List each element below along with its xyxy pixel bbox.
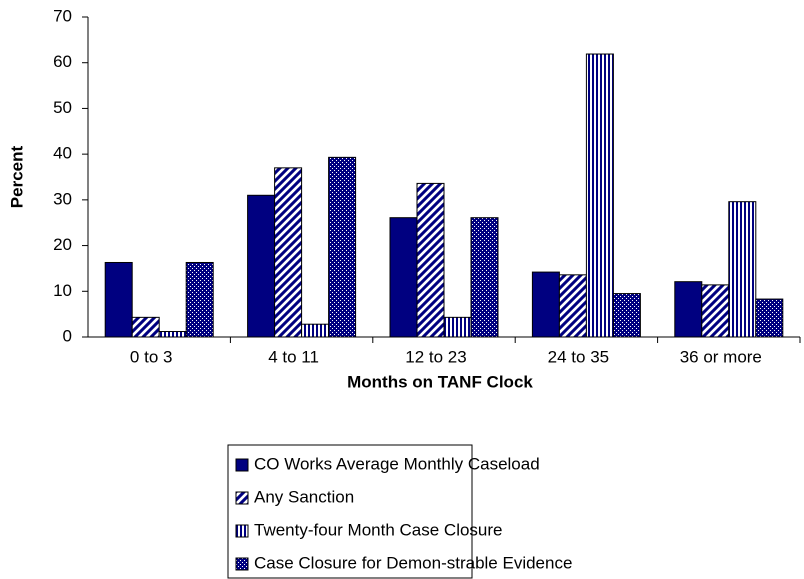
bar [416,182,445,338]
bar [328,156,357,338]
bar [158,331,187,338]
bar [674,281,703,338]
bar [755,298,784,338]
bar [612,293,641,338]
bar [247,194,276,338]
legend-box [227,444,473,579]
x-tick-label: 0 to 3 [130,347,173,366]
bar [301,323,330,338]
x-tick-label: 12 to 23 [405,347,466,366]
y-tick-label: 30 [53,189,72,208]
y-tick-label: 0 [63,326,72,345]
x-tick-label: 4 to 11 [268,347,319,366]
bar [389,217,418,338]
x-tick-label: 24 to 35 [548,347,609,366]
y-tick-label: 60 [53,52,72,71]
bar [274,167,303,338]
legend-label: Case Closure for Demon-strable Evidence [254,553,572,572]
y-axis-title: Percent [7,145,26,208]
bar [131,316,160,338]
legend-swatch [235,524,249,538]
bar [558,274,587,338]
legend-swatch [235,458,249,472]
y-tick-label: 10 [53,281,72,300]
y-tick-label: 70 [53,6,72,25]
bar [185,261,214,338]
legend-swatch [235,491,249,505]
legend-label: Any Sanction [254,487,354,506]
legend-label: Twenty-four Month Case Closure [254,520,503,539]
bar [531,271,560,338]
bar [470,217,499,338]
bar [104,261,133,338]
y-tick-label: 20 [53,235,72,254]
x-axis-title: Months on TANF Clock [347,372,533,391]
y-tick-label: 50 [53,98,72,117]
bar [728,201,757,338]
bar [585,53,614,338]
x-tick-label: 36 or more [680,347,762,366]
bar [443,316,472,338]
legend-swatch [235,557,249,571]
legend-label: CO Works Average Monthly Caseload [254,454,540,473]
y-tick-label: 40 [53,144,72,163]
bar [701,284,730,338]
